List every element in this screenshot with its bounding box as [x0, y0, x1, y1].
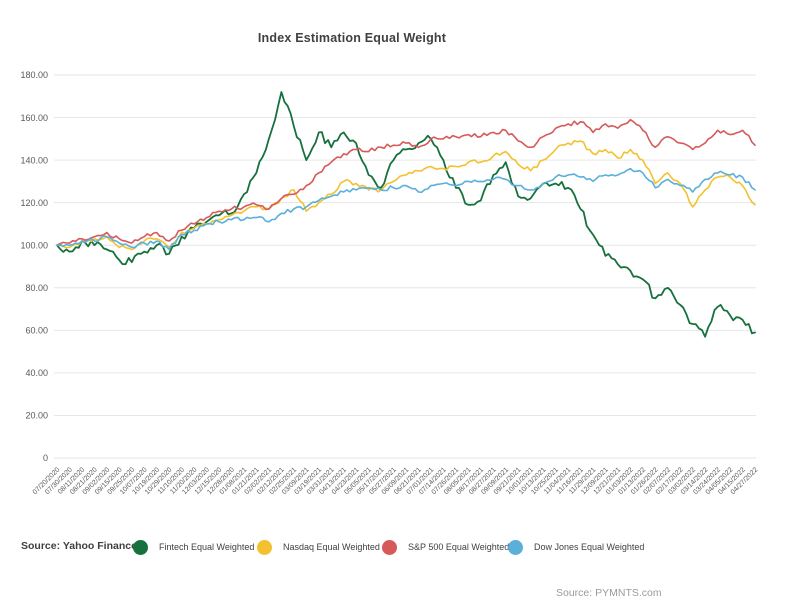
legend-label-sp500: S&P 500 Equal Weighted [408, 542, 510, 552]
series-line-sp500 [56, 118, 756, 246]
y-tick-label: 140.00 [20, 155, 48, 165]
legend-item-nasdaq: Nasdaq Equal Weighted [257, 534, 380, 560]
legend-dot-sp500-icon [382, 539, 397, 555]
chart-canvas: 180.00 160.00 140.00 120.00 100.00 80.00 60.00… [20, 70, 759, 496]
series-line-fintech [56, 91, 756, 338]
legend-item-fintech: Fintech Equal Weighted [133, 534, 254, 560]
series-line-dowjones [56, 167, 756, 251]
y-tick-label: 0 [43, 453, 48, 463]
source-right-label: Source: PYMNTS.com [556, 587, 662, 599]
y-tick-label: 40.00 [25, 368, 48, 378]
y-tick-label: 180.00 [20, 70, 48, 80]
y-tick-label: 100.00 [20, 240, 48, 250]
y-tick-label: 160.00 [20, 113, 48, 123]
y-tick-label: 120.00 [20, 198, 48, 208]
series-line-nasdaq [56, 139, 756, 251]
y-tick-label: 20.00 [25, 411, 48, 421]
y-tick-label: 60.00 [25, 326, 48, 336]
legend-row: Source: Yahoo Finance Fintech Equal Weig… [0, 534, 792, 560]
y-tick-label: 80.00 [25, 283, 48, 293]
chart-title: Index Estimation Equal Weight [257, 31, 447, 45]
legend-dot-nasdaq-icon [257, 539, 272, 555]
legend-dot-dowjones-icon [508, 539, 523, 555]
legend-label-fintech: Fintech Equal Weighted [159, 542, 255, 552]
source-left-label: Source: Yahoo Finance [21, 540, 137, 552]
legend-item-dowjones: Dow Jones Equal Weighted [508, 534, 644, 560]
legend-dot-fintech-icon [133, 539, 148, 555]
legend-label-nasdaq: Nasdaq Equal Weighted [283, 542, 380, 552]
legend-label-dowjones: Dow Jones Equal Weighted [534, 542, 645, 552]
legend-item-sp500: S&P 500 Equal Weighted [382, 534, 509, 560]
